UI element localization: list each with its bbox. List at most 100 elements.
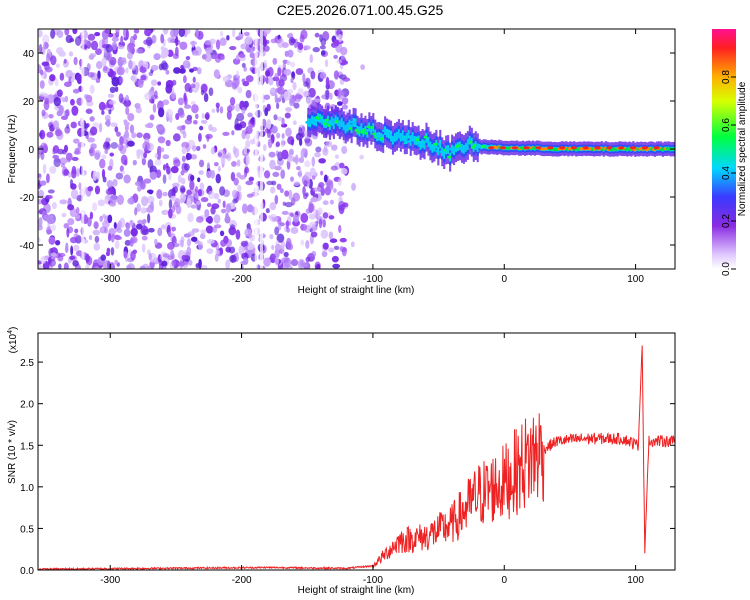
heatmap-noise-cell — [106, 180, 113, 189]
heatmap-noise-cell — [265, 70, 271, 77]
heatmap-noise-cell — [50, 55, 57, 66]
heatmap-noise-cell — [291, 71, 296, 80]
heatmap-noise-cell — [105, 251, 111, 257]
heatmap-noise-cell — [226, 105, 233, 113]
heatmap-noise-cell — [61, 149, 67, 155]
heatmap-noise-cell — [72, 88, 80, 94]
heatmap-noise-cell — [190, 174, 195, 182]
heatmap-noise-cell — [88, 234, 93, 241]
heatmap-noise-cell — [107, 165, 113, 171]
heatmap-noise-cell — [150, 201, 154, 210]
heatmap-noise-cell — [113, 221, 117, 229]
heatmap-noise-cell — [194, 186, 199, 194]
heatmap-noise-cell — [97, 70, 101, 80]
heatmap-noise-cell — [314, 152, 321, 158]
heatmap-noise-cell — [297, 88, 304, 96]
heatmap-noise-cell — [94, 32, 101, 37]
heatmap-noise-cell — [231, 130, 235, 136]
heatmap-noise-cell — [47, 189, 55, 194]
heatmap-noise-cell — [133, 33, 138, 41]
heatmap-noise-cell — [124, 239, 132, 246]
heatmap-noise-cell — [222, 200, 226, 208]
heatmap-noise-cell — [116, 228, 123, 234]
heatmap-noise-cell — [309, 54, 313, 64]
snr-xtick-label: 0 — [501, 575, 507, 586]
heatmap-noise-cell — [125, 222, 131, 230]
heatmap-noise-cell — [141, 243, 146, 253]
heatmap-noise-cell — [124, 124, 129, 132]
heatmap-noise-cell — [267, 76, 274, 86]
heatmap-noise-cell — [180, 170, 185, 176]
heatmap-noise-cell — [206, 248, 214, 254]
heatmap-noise-cell — [248, 243, 256, 249]
heatmap-ytick-label: 40 — [23, 49, 35, 60]
heatmap-noise-cell — [115, 172, 124, 180]
heatmap-noise-cell — [274, 248, 280, 259]
heatmap-noise-cell — [198, 170, 204, 175]
heatmap-noise-cell — [209, 38, 216, 45]
heatmap-noise-cell — [333, 70, 339, 80]
heatmap-noise-cell — [48, 94, 54, 104]
heatmap-peak — [488, 146, 495, 150]
heatmap-noise-cell — [308, 203, 314, 214]
heatmap-noise-cell — [107, 214, 113, 224]
heatmap-noise-cell — [208, 124, 213, 132]
heatmap-noise-cell — [148, 252, 152, 261]
heatmap-noise-cell — [131, 74, 138, 83]
heatmap-noise-cell — [295, 68, 304, 75]
heatmap-noise-cell — [170, 166, 179, 174]
heatmap-ridge-core — [437, 142, 442, 146]
heatmap-noise-cell — [104, 149, 109, 155]
heatmap-noise-cell — [60, 115, 68, 120]
heatmap-noise-cell — [329, 92, 333, 100]
heatmap-noise-cell — [142, 141, 151, 151]
heatmap-noise-cell — [276, 233, 285, 243]
heatmap-noise-cell — [190, 83, 196, 89]
heatmap-noise-cell — [295, 132, 303, 141]
heatmap-noise-cell — [201, 112, 205, 119]
heatmap-noise-cell — [53, 96, 62, 107]
heatmap-noise-cell — [41, 109, 46, 117]
heatmap-noise-cell — [225, 203, 232, 213]
heatmap-ridge-core — [407, 139, 412, 143]
heatmap-noise-cell — [127, 197, 135, 205]
heatmap-noise-cell — [190, 236, 198, 242]
heatmap-noise-cell — [67, 218, 75, 226]
heatmap-noise-cell — [213, 69, 220, 79]
heatmap-noise-cell — [248, 123, 252, 129]
heatmap-noise-cell — [199, 233, 206, 240]
heatmap-noise-cell — [248, 176, 255, 182]
heatmap-ridge-core — [319, 118, 324, 122]
heatmap-noise-cell — [39, 180, 47, 186]
heatmap-noise-cell — [183, 93, 187, 102]
heatmap-noise-cell — [324, 59, 329, 68]
heatmap-noise-cell — [190, 154, 198, 160]
heatmap-noise-cell — [200, 229, 207, 234]
heatmap-ridge-core — [313, 120, 318, 124]
heatmap-noise-cell — [70, 77, 75, 83]
heatmap-noise-cell — [154, 159, 162, 166]
heatmap-noise-cell — [214, 253, 219, 262]
heatmap-noise-cell — [323, 174, 328, 183]
heatmap-noise-cell — [140, 196, 149, 207]
heatmap-noise-cell — [42, 163, 47, 174]
heatmap-ridge-core — [425, 139, 430, 143]
heatmap-noise-cell — [251, 116, 255, 124]
heatmap-noise-cell — [123, 174, 131, 184]
heatmap-noise-cell — [101, 110, 105, 115]
heatmap-noise-cell — [127, 140, 135, 147]
heatmap-ridge-core — [326, 123, 331, 127]
heatmap-noise-cell — [271, 216, 279, 222]
heatmap-noise-cell — [63, 262, 69, 269]
heatmap-noise-cell — [51, 201, 57, 210]
heatmap-noise-cell — [108, 100, 117, 105]
heatmap-noise-cell — [264, 107, 269, 117]
heatmap-noise-cell — [61, 97, 67, 103]
heatmap-noise-cell — [269, 233, 274, 240]
heatmap-noise-cell — [231, 161, 237, 167]
heatmap-gap — [81, 29, 85, 269]
heatmap-noise-cell — [197, 132, 202, 142]
heatmap-noise-cell — [69, 208, 78, 217]
heatmap-noise-cell — [112, 178, 118, 187]
heatmap-ridge-core — [346, 122, 351, 126]
